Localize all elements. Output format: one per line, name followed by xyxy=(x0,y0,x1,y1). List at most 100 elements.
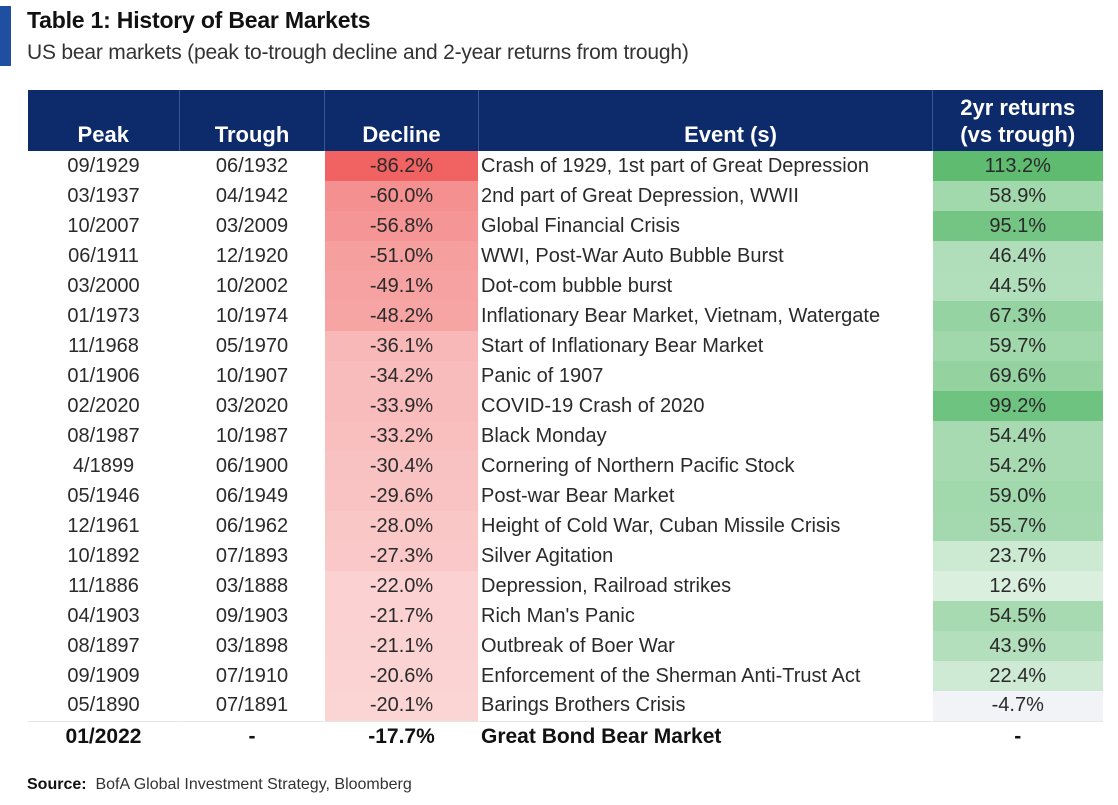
header-decline: Decline xyxy=(324,90,479,151)
cell-event: WWI, Post-War Auto Bubble Burst xyxy=(478,241,933,271)
cell-peak: 05/1890 xyxy=(27,691,180,721)
table-row: 05/1946 06/1949 -29.6% Post-war Bear Market… xyxy=(27,481,1103,511)
cell-trough: 03/1888 xyxy=(179,571,325,601)
cell-returns: 67.3% xyxy=(932,301,1103,331)
cell-event: Dot-com bubble burst xyxy=(478,271,933,301)
cell-returns: 95.1% xyxy=(932,211,1103,241)
cell-returns: 22.4% xyxy=(932,661,1103,691)
table-row: 08/1987 10/1987 -33.2% Black Monday 54.4% xyxy=(27,421,1103,451)
header-returns: 2yr returns (vs trough) xyxy=(932,90,1103,151)
cell-trough: 07/1910 xyxy=(179,661,325,691)
cell-event: Rich Man's Panic xyxy=(478,601,933,631)
cell-returns: 54.4% xyxy=(932,421,1103,451)
table-row: 09/1909 07/1910 -20.6% Enforcement of the S… xyxy=(27,661,1103,691)
cell-trough: 10/1974 xyxy=(179,301,325,331)
cell-peak: 12/1961 xyxy=(27,511,180,541)
header-event: Event (s) xyxy=(478,90,933,151)
cell-trough: 09/1903 xyxy=(179,601,325,631)
table-row: 01/1906 10/1907 -34.2% Panic of 1907 69.6% xyxy=(27,361,1103,391)
table-header: Peak Trough Decline Event (s) 2yr return… xyxy=(27,90,1103,151)
cell-trough: - xyxy=(179,720,325,751)
source-label: Source: xyxy=(27,776,87,793)
cell-event: COVID-19 Crash of 2020 xyxy=(478,391,933,421)
source-note: Source: BofA Global Investment Strategy,… xyxy=(27,776,412,794)
cell-peak: 05/1946 xyxy=(27,481,180,511)
table-row: 12/1961 06/1962 -28.0% Height of Cold War, … xyxy=(27,511,1103,541)
header-peak: Peak xyxy=(27,90,180,151)
cell-returns: 44.5% xyxy=(932,271,1103,301)
bear-markets-table: Peak Trough Decline Event (s) 2yr return… xyxy=(27,90,1103,751)
table-title: Table 1: History of Bear Markets xyxy=(27,7,371,33)
cell-decline: -33.9% xyxy=(324,391,479,421)
cell-returns: 43.9% xyxy=(932,631,1103,661)
source-text: BofA Global Investment Strategy, Bloombe… xyxy=(95,776,412,793)
cell-peak: 08/1897 xyxy=(27,631,180,661)
cell-event: Depression, Railroad strikes xyxy=(478,571,933,601)
cell-decline: -20.6% xyxy=(324,661,479,691)
cell-trough: 05/1970 xyxy=(179,331,325,361)
cell-decline: -30.4% xyxy=(324,451,479,481)
table-row: 01/1973 10/1974 -48.2% Inflationary Bear Ma… xyxy=(27,301,1103,331)
cell-peak: 04/1903 xyxy=(27,601,180,631)
cell-peak: 01/2022 xyxy=(27,720,180,751)
table-row: 11/1886 03/1888 -22.0% Depression, Railroad… xyxy=(27,571,1103,601)
cell-trough: 06/1949 xyxy=(179,481,325,511)
header-returns-line2: (vs trough) xyxy=(960,122,1076,147)
cell-decline: -48.2% xyxy=(324,301,479,331)
cell-decline: -51.0% xyxy=(324,241,479,271)
accent-bar xyxy=(0,6,11,66)
cell-decline: -34.2% xyxy=(324,361,479,391)
cell-peak: 01/1973 xyxy=(27,301,180,331)
cell-trough: 12/1920 xyxy=(179,241,325,271)
table-row-final: 01/2022- -17.7% Great Bond Bear Market - xyxy=(27,720,1103,751)
cell-decline: -28.0% xyxy=(324,511,479,541)
cell-event: Cornering of Northern Pacific Stock xyxy=(478,451,933,481)
cell-returns: 113.2% xyxy=(932,151,1103,181)
table-row: 02/2020 03/2020 -33.9% COVID-19 Crash of 20… xyxy=(27,391,1103,421)
cell-decline: -29.6% xyxy=(324,481,479,511)
cell-event: Silver Agitation xyxy=(478,541,933,571)
cell-trough: 10/1987 xyxy=(179,421,325,451)
cell-peak: 08/1987 xyxy=(27,421,180,451)
cell-returns: 59.0% xyxy=(932,481,1103,511)
cell-trough: 06/1962 xyxy=(179,511,325,541)
cell-event: Crash of 1929, 1st part of Great Depress… xyxy=(478,151,933,181)
cell-returns: - xyxy=(932,720,1103,751)
cell-decline: -20.1% xyxy=(324,691,479,721)
cell-decline: -36.1% xyxy=(324,331,479,361)
cell-trough: 07/1891 xyxy=(179,691,325,721)
cell-event: Post-war Bear Market xyxy=(478,481,933,511)
cell-decline: -17.7% xyxy=(324,720,479,751)
cell-peak: 11/1886 xyxy=(27,571,180,601)
cell-peak: 09/1929 xyxy=(27,151,180,181)
cell-peak: 01/1906 xyxy=(27,361,180,391)
cell-peak: 10/1892 xyxy=(27,541,180,571)
table-body: 09/1929 06/1932 -86.2% Crash of 1929, 1st p… xyxy=(27,151,1103,751)
cell-trough: 10/1907 xyxy=(179,361,325,391)
cell-event: Barings Brothers Crisis xyxy=(478,691,933,721)
cell-trough: 10/2002 xyxy=(179,271,325,301)
header-row: Peak Trough Decline Event (s) 2yr return… xyxy=(27,90,1103,151)
cell-event: Inflationary Bear Market, Vietnam, Water… xyxy=(478,301,933,331)
cell-event: Start of Inflationary Bear Market xyxy=(478,331,933,361)
cell-returns: -4.7% xyxy=(932,691,1103,721)
cell-event: Black Monday xyxy=(478,421,933,451)
table-row: 06/1911 12/1920 -51.0% WWI, Post-War Auto B… xyxy=(27,241,1103,271)
table-row: 03/1937 04/1942 -60.0% 2nd part of Great De… xyxy=(27,181,1103,211)
cell-decline: -33.2% xyxy=(324,421,479,451)
table-row: 08/1897 03/1898 -21.1% Outbreak of Boer War… xyxy=(27,631,1103,661)
cell-decline: -86.2% xyxy=(324,151,479,181)
cell-decline: -49.1% xyxy=(324,271,479,301)
cell-returns: 46.4% xyxy=(932,241,1103,271)
cell-peak: 09/1909 xyxy=(27,661,180,691)
cell-event: Great Bond Bear Market xyxy=(478,720,933,751)
cell-returns: 54.2% xyxy=(932,451,1103,481)
cell-returns: 59.7% xyxy=(932,331,1103,361)
header-trough: Trough xyxy=(179,90,325,151)
cell-returns: 69.6% xyxy=(932,361,1103,391)
cell-event: Outbreak of Boer War xyxy=(478,631,933,661)
cell-event: Global Financial Crisis xyxy=(478,211,933,241)
cell-returns: 12.6% xyxy=(932,571,1103,601)
table-row: 03/2000 10/2002 -49.1% Dot-com bubble burst… xyxy=(27,271,1103,301)
header-returns-line1: 2yr returns xyxy=(960,95,1076,120)
